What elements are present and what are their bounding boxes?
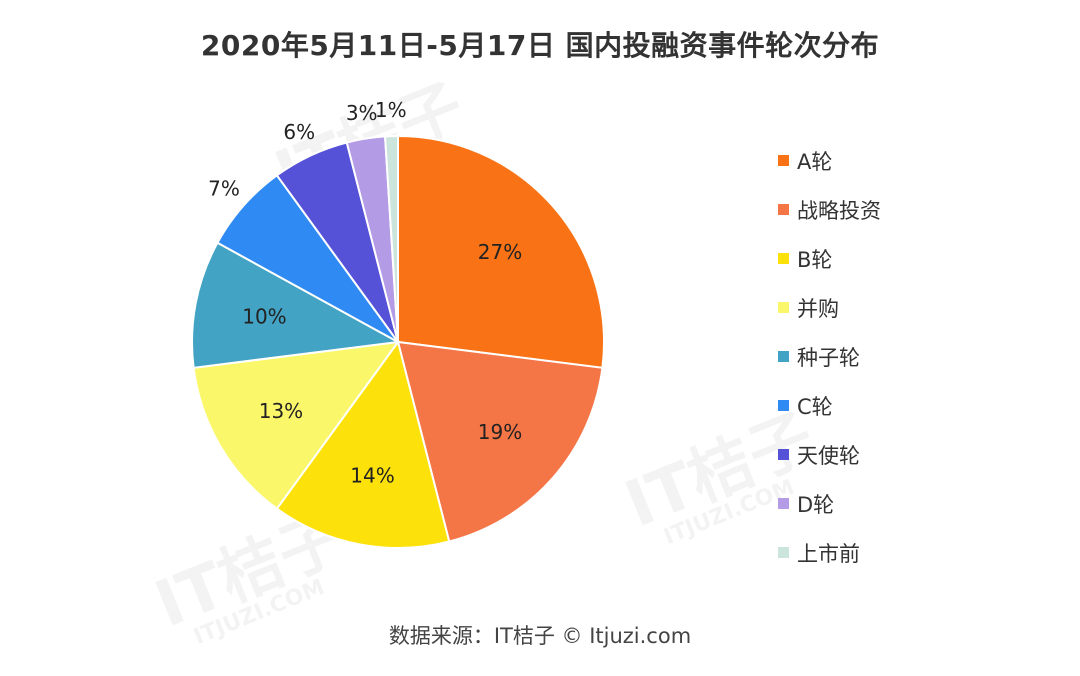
data-label: 7%	[208, 177, 240, 201]
legend-label: 战略投资	[797, 198, 881, 223]
legend-swatch	[778, 253, 789, 264]
legend-label: 并购	[797, 296, 839, 321]
pie-slice	[192, 340, 401, 511]
pie-slice	[396, 340, 604, 543]
legend-swatch	[778, 351, 789, 362]
data-label: 13%	[259, 399, 303, 423]
legend-label: 天使轮	[797, 443, 860, 468]
legend-swatch	[778, 400, 789, 411]
legend-swatch	[778, 449, 789, 460]
legend-swatch	[778, 498, 789, 509]
legend-label: B轮	[797, 247, 833, 272]
legend-swatch	[778, 155, 789, 166]
legend-item: 战略投资	[778, 185, 1028, 234]
legend-label: C轮	[797, 394, 833, 419]
legend-item: A轮	[778, 136, 1028, 185]
legend-item: 天使轮	[778, 430, 1028, 479]
legend-swatch	[778, 302, 789, 313]
pie-slice	[397, 134, 605, 369]
legend-item: 并购	[778, 283, 1028, 332]
legend-item: B轮	[778, 234, 1028, 283]
legend: A轮战略投资 B轮并购种子轮 C轮天使轮 D轮上市前	[778, 136, 1028, 577]
pie-slice	[191, 241, 402, 369]
legend-item: 上市前	[778, 528, 1028, 577]
pie-slice	[275, 339, 451, 549]
legend-item: D轮	[778, 479, 1028, 528]
data-label: 27%	[478, 240, 522, 264]
data-label: 14%	[350, 464, 394, 488]
legend-label: 上市前	[797, 541, 860, 566]
legend-label: A轮	[797, 149, 833, 174]
data-label: 3%	[346, 101, 378, 125]
legend-label: 种子轮	[797, 345, 860, 370]
data-label: 1%	[375, 98, 407, 122]
legend-item: 种子轮	[778, 332, 1028, 381]
pie-slice	[384, 134, 399, 343]
legend-item: C轮	[778, 381, 1028, 430]
legend-label: D轮	[797, 492, 835, 517]
chart-title: 2020年5月11日-5月17日 国内投融资事件轮次分布	[200, 29, 880, 62]
data-label: 6%	[283, 120, 315, 144]
legend-swatch	[778, 204, 789, 215]
data-label: 10%	[242, 305, 286, 329]
source-note: 数据来源：IT桔子 © Itjuzi.com	[388, 624, 692, 648]
data-label: 19%	[478, 420, 522, 444]
legend-swatch	[778, 547, 789, 558]
